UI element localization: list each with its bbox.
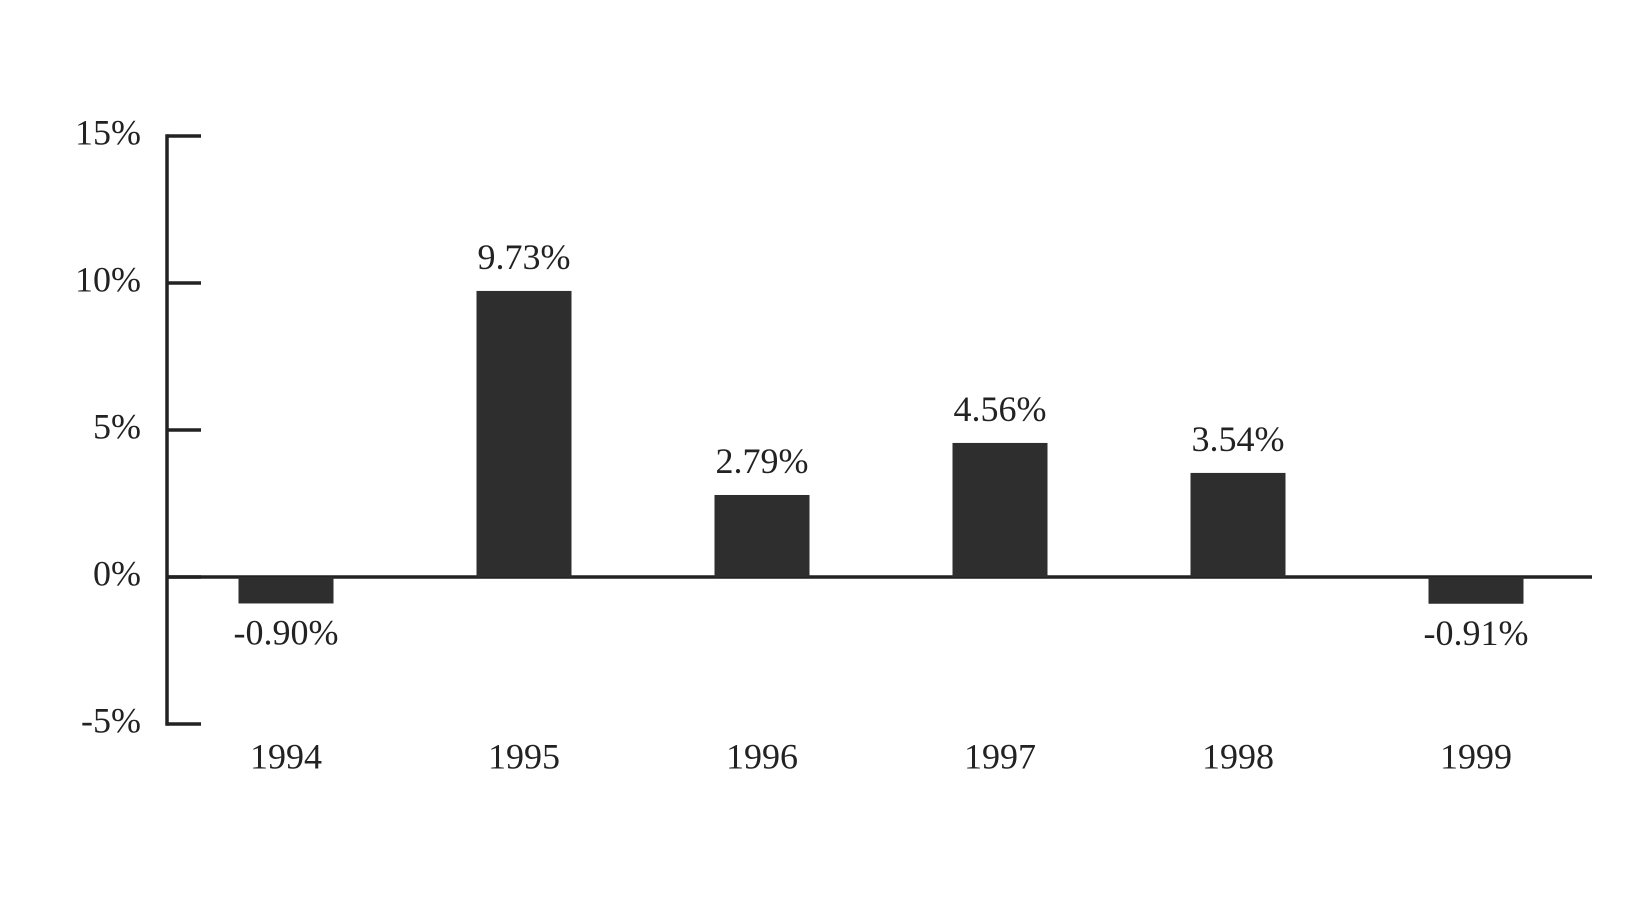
value-label: 9.73% [478, 237, 571, 277]
x-tick-label: 1997 [964, 736, 1036, 776]
bar [238, 577, 334, 604]
bar [476, 290, 572, 577]
x-tick-label: 1999 [1440, 736, 1512, 776]
x-tick-label: 1995 [488, 736, 560, 776]
value-label: 2.79% [716, 441, 809, 481]
value-label: 4.56% [954, 389, 1047, 429]
y-tick-label: -5% [81, 700, 141, 740]
y-tick-label: 0% [93, 553, 141, 593]
x-tick-label: 1994 [250, 736, 322, 776]
bar [1428, 577, 1524, 604]
bar [1190, 472, 1286, 577]
y-tick-label: 15% [75, 112, 141, 152]
value-label: -0.90% [234, 613, 339, 653]
y-tick-label: 5% [93, 406, 141, 446]
bar [714, 494, 810, 577]
x-tick-label: 1998 [1202, 736, 1274, 776]
bar [952, 442, 1048, 577]
value-label: 3.54% [1192, 419, 1285, 459]
value-label: -0.91% [1424, 613, 1529, 653]
y-tick-label: 10% [75, 259, 141, 299]
x-tick-label: 1996 [726, 736, 798, 776]
